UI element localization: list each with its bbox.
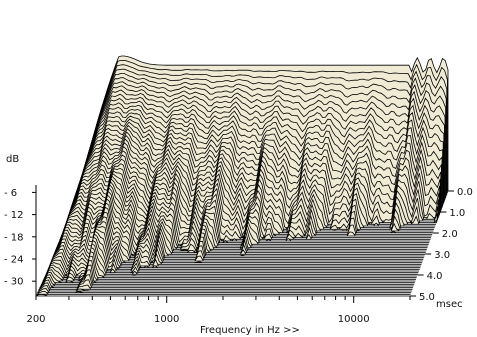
decay-slice bbox=[51, 216, 423, 262]
y-tick-label: - 12 bbox=[4, 210, 24, 221]
decay-slice bbox=[41, 264, 415, 284]
time-tick-label: 4.0 bbox=[427, 271, 443, 282]
decay-slice bbox=[35, 293, 410, 297]
decay-slice bbox=[36, 288, 412, 294]
decay-slice bbox=[40, 269, 415, 285]
decay-slice bbox=[38, 279, 413, 289]
x-tick-label: 10000 bbox=[338, 314, 370, 325]
time-tick-label: 1.0 bbox=[449, 208, 465, 219]
decay-slice bbox=[38, 282, 413, 290]
decay-slice bbox=[39, 274, 414, 287]
waterfall-slices bbox=[35, 55, 449, 297]
y-tick-label: - 30 bbox=[4, 277, 24, 288]
x-ticks: 200 1000 10000 bbox=[26, 296, 411, 325]
decay-slice bbox=[37, 285, 412, 292]
time-tick-label: 5.0 bbox=[419, 292, 435, 303]
x-tick-label: 1000 bbox=[154, 314, 179, 325]
decay-slice bbox=[43, 255, 416, 280]
time-tick-label: 2.0 bbox=[442, 229, 458, 240]
time-tick-label: 0.0 bbox=[457, 187, 473, 198]
time-unit-label: msec bbox=[436, 299, 463, 310]
x-axis-label: Frequency in Hz >> bbox=[200, 325, 300, 336]
y-ticks: - 6 - 12 - 18 - 24 - 30 bbox=[4, 188, 36, 288]
x-tick-label: 200 bbox=[26, 314, 45, 325]
y-tick-label: - 6 bbox=[4, 188, 17, 199]
decay-slice bbox=[43, 251, 417, 279]
decay-slice bbox=[42, 260, 416, 282]
time-ticks: 0.0 1.0 2.0 3.0 4.0 5.0 bbox=[410, 187, 473, 303]
decay-slice bbox=[35, 291, 411, 295]
chart-axes: dB Frequency in Hz >> msec bbox=[6, 154, 463, 336]
time-tick-label: 3.0 bbox=[434, 250, 450, 261]
decay-slice bbox=[51, 221, 423, 264]
y-tick-label: - 18 bbox=[4, 232, 24, 243]
y-axis-label: dB bbox=[6, 154, 19, 165]
y-tick-label: - 24 bbox=[4, 255, 24, 266]
